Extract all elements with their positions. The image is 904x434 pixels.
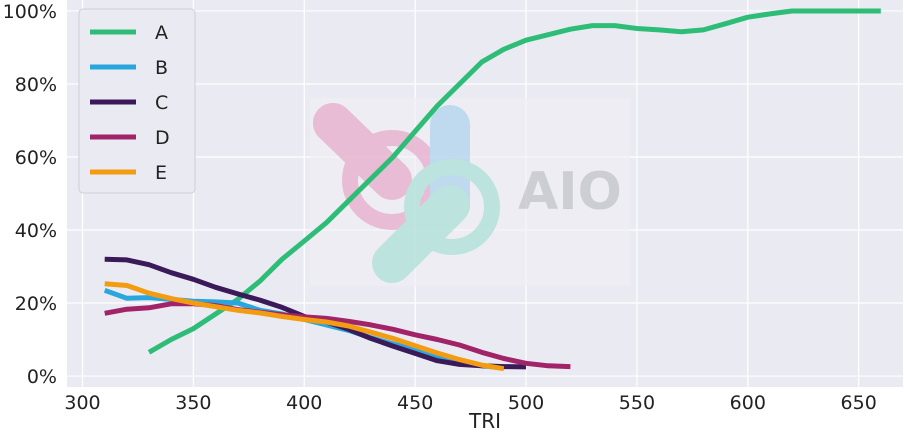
- y-tick-label: 0%: [27, 366, 57, 388]
- watermark-text: AIO: [518, 162, 622, 222]
- y-tick-label: 100%: [3, 1, 57, 23]
- x-tick-label: 300: [64, 392, 100, 414]
- legend-label-e: E: [155, 162, 167, 184]
- x-tick-label: 500: [508, 392, 544, 414]
- legend-label-d: D: [155, 127, 170, 149]
- legend-label-c: C: [155, 92, 168, 114]
- series-layer: [103, 8, 881, 372]
- y-tick-label: 60%: [15, 147, 57, 169]
- legend-label-a: A: [155, 22, 168, 44]
- series-line-e: [104, 281, 505, 372]
- series-line-a: [147, 8, 881, 355]
- x-tick-label: 450: [397, 392, 433, 414]
- tick-labels: 300 350 400 450 500 550 600 650 0% 20% 40% 60% 80% 10…: [3, 1, 877, 414]
- legend-label-b: B: [155, 57, 168, 79]
- x-axis-title: TRI: [468, 409, 501, 433]
- watermark-teal-ring: [404, 159, 500, 255]
- y-tick-label: 40%: [15, 220, 57, 242]
- x-tick-label: 350: [175, 392, 211, 414]
- watermark-pink-dot: [313, 103, 353, 143]
- x-tick-label: 400: [286, 392, 322, 414]
- y-tick-label: 80%: [15, 74, 57, 96]
- x-tick-label: 550: [619, 392, 655, 414]
- aio-watermark: AIO: [310, 98, 630, 286]
- x-tick-label: 650: [841, 392, 877, 414]
- legend-box: [78, 8, 196, 194]
- y-tick-label: 20%: [15, 293, 57, 315]
- series-line-d: [104, 301, 571, 370]
- x-tick-label: 600: [730, 392, 766, 414]
